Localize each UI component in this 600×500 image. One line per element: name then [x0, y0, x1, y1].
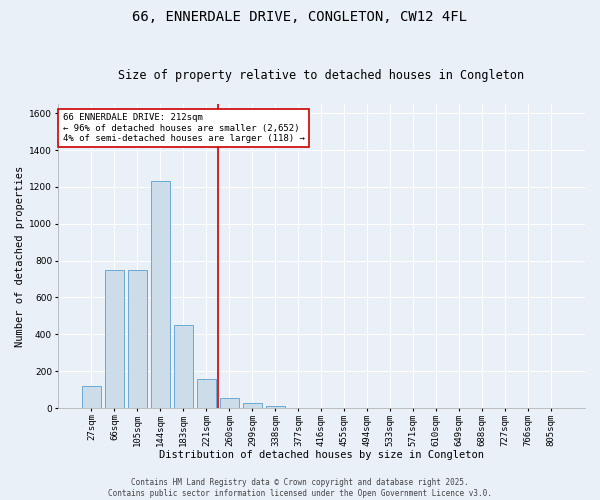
Bar	[82, 386, 101, 408]
Bar	[266, 406, 285, 408]
Text: 66, ENNERDALE DRIVE, CONGLETON, CW12 4FL: 66, ENNERDALE DRIVE, CONGLETON, CW12 4FL	[133, 10, 467, 24]
Bar	[151, 182, 170, 408]
Bar	[173, 325, 193, 408]
Text: Contains HM Land Registry data © Crown copyright and database right 2025.
Contai: Contains HM Land Registry data © Crown c…	[108, 478, 492, 498]
Text: 66 ENNERDALE DRIVE: 212sqm
← 96% of detached houses are smaller (2,652)
4% of se: 66 ENNERDALE DRIVE: 212sqm ← 96% of deta…	[63, 113, 305, 143]
Bar	[197, 380, 216, 408]
Bar	[242, 402, 262, 408]
Y-axis label: Number of detached properties: Number of detached properties	[15, 166, 25, 346]
Bar	[104, 270, 124, 408]
Title: Size of property relative to detached houses in Congleton: Size of property relative to detached ho…	[118, 69, 524, 82]
Bar	[220, 398, 239, 408]
Bar	[128, 270, 147, 408]
X-axis label: Distribution of detached houses by size in Congleton: Distribution of detached houses by size …	[159, 450, 484, 460]
